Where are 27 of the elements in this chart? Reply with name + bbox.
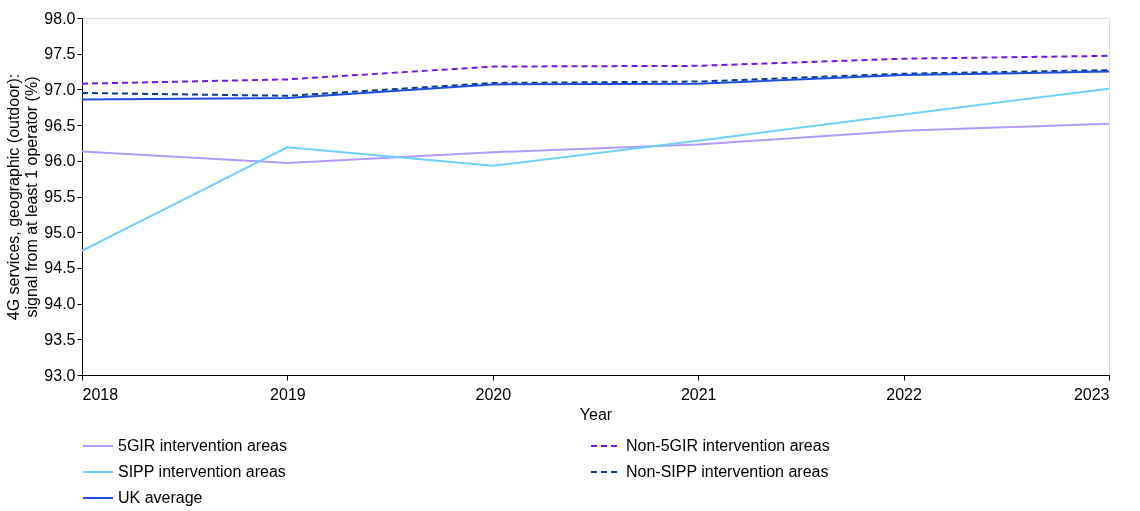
y-tick-label: 96.0 — [44, 152, 76, 170]
x-tick-label: 2022 — [886, 385, 922, 403]
legend-label: Non-5GIR intervention areas — [626, 437, 830, 454]
x-tick-label: 2021 — [680, 385, 717, 403]
x-axis-title: Year — [579, 405, 613, 423]
y-tick-label: 96.5 — [44, 116, 76, 134]
y-tick-label: 94.0 — [44, 295, 76, 313]
x-tick-label: 2018 — [82, 385, 119, 403]
y-tick-label: 93.5 — [44, 330, 76, 348]
y-tick-label: 94.5 — [44, 259, 76, 277]
y-tick-label: 98.0 — [44, 9, 76, 27]
x-tick-label: 2020 — [475, 385, 512, 403]
y-tick-label: 93.0 — [44, 366, 76, 384]
y-axis-title: 4G services, geographic (outdoor): signal from at least 1 operator (%) — [5, 73, 41, 321]
x-tick-label: 2019 — [270, 385, 306, 403]
y-tick-label: 95.5 — [44, 188, 76, 205]
legend-label: UK average — [118, 489, 203, 506]
legend-label: 5GIR intervention areas — [118, 437, 287, 454]
line-series — [81, 87, 1110, 252]
x-tick-label: 2023 — [1073, 385, 1110, 403]
y-tick-label: 97.5 — [44, 45, 76, 63]
legend-label: SIPP intervention areas — [118, 463, 286, 480]
y-tick-label: 97.0 — [44, 80, 76, 98]
line-series — [81, 122, 1110, 164]
y-tick-label: 95.0 — [44, 223, 76, 241]
legend-label: Non-SIPP intervention areas — [626, 463, 829, 480]
line-series — [81, 54, 1110, 85]
